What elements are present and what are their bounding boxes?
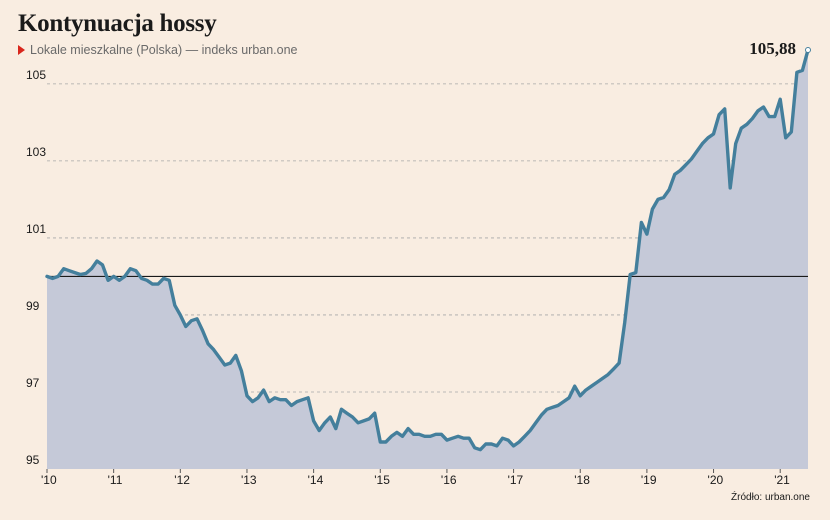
chart-title: Kontynuacja hossy <box>18 10 217 37</box>
y-tick-label: 103 <box>26 145 46 159</box>
y-tick-label: 95 <box>26 453 40 467</box>
x-tick-label: '18 <box>574 473 590 487</box>
x-tick-label: '15 <box>374 473 390 487</box>
x-tick-label: '11 <box>108 473 123 487</box>
x-tick-labels: '10 '11 '12 '13 '14 '15 '16 '17 '18 '19 '20 '21 <box>41 469 790 487</box>
x-tick-label: '19 <box>641 473 657 487</box>
x-tick-label: '16 <box>441 473 457 487</box>
x-tick-label: '14 <box>308 473 324 487</box>
x-tick-label: '12 <box>174 473 190 487</box>
y-tick-label: 105 <box>26 68 46 82</box>
y-tick-label: 99 <box>26 299 40 313</box>
source-note: Źródło: urban.one <box>731 492 810 503</box>
last-value-label: 105,88 <box>749 39 796 58</box>
x-tick-label: '21 <box>774 473 790 487</box>
x-tick-label: '20 <box>708 473 724 487</box>
chart-subtitle: Lokale mieszkalne (Polska) — indeks urba… <box>18 43 298 57</box>
last-point-marker <box>805 47 811 53</box>
y-tick-labels: 95 97 99 101 103 105 <box>26 68 46 467</box>
y-tick-label: 97 <box>26 376 40 390</box>
y-tick-label: 101 <box>26 222 46 236</box>
x-tick-label: '13 <box>241 473 257 487</box>
x-tick-label: '17 <box>508 473 524 487</box>
x-tick-label: '10 <box>41 473 57 487</box>
area-fill <box>47 50 808 469</box>
subtitle-text: Lokale mieszkalne (Polska) — indeks urba… <box>30 43 298 57</box>
series-line <box>45 48 810 452</box>
red-triangle-icon <box>18 45 25 55</box>
